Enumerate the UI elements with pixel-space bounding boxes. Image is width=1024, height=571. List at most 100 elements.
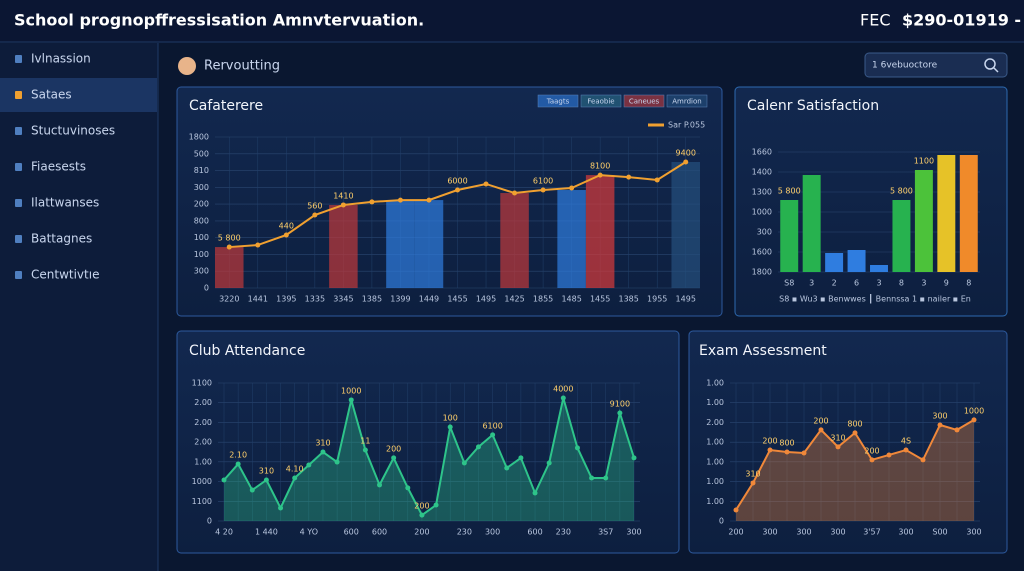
- point: [283, 232, 289, 238]
- point: [397, 197, 403, 203]
- legend-label: Caneues: [629, 98, 660, 106]
- point: [971, 417, 977, 423]
- point: [733, 507, 739, 513]
- menu-item[interactable]: Sataes: [31, 88, 72, 102]
- x-tick-label: 300: [485, 528, 500, 537]
- bar: [825, 253, 844, 272]
- annotation: 11: [360, 437, 370, 446]
- x-tick-label: 4 20: [215, 528, 233, 537]
- y-tick-label: 100: [194, 250, 209, 259]
- point: [560, 395, 566, 401]
- annotation: 200: [762, 437, 777, 446]
- x-tick-label: 300: [762, 528, 777, 537]
- annotation: 440: [279, 221, 294, 230]
- annotation: 800: [779, 439, 794, 448]
- x-tick-label: 3'57: [863, 528, 880, 537]
- point: [292, 475, 298, 481]
- point: [767, 447, 773, 453]
- bar: [557, 190, 586, 288]
- menu-item[interactable]: Battagnes: [31, 232, 92, 246]
- x-tick-label: 300: [830, 528, 845, 537]
- legend-label: Sar P.055: [668, 121, 705, 130]
- chart-title: Club Attendance: [189, 343, 305, 359]
- annotation: 310: [259, 466, 274, 475]
- area: [224, 397, 634, 521]
- annotation: 560: [307, 202, 322, 211]
- y-tick-label: 100: [194, 233, 209, 242]
- annotation: 9400: [676, 148, 696, 157]
- y-tick-label: 1800: [189, 133, 209, 142]
- menu-item[interactable]: Ivlnassion: [31, 52, 91, 66]
- x-tick-label: 600: [372, 528, 387, 537]
- point: [348, 397, 354, 403]
- menu-icon: [15, 91, 22, 99]
- point: [937, 422, 943, 428]
- point: [631, 455, 637, 461]
- bar: [329, 204, 358, 288]
- menu-item[interactable]: Fiaesests: [31, 160, 86, 174]
- point: [405, 485, 411, 491]
- x-tick-label: 200: [414, 528, 429, 537]
- y-tick-label: 800: [194, 216, 209, 225]
- search-box[interactable]: [864, 52, 1008, 78]
- area: [736, 419, 974, 521]
- point: [869, 457, 875, 463]
- bar: [847, 250, 866, 272]
- bar: [937, 155, 956, 272]
- x-tick-label: 3: [921, 279, 926, 288]
- x-tick-label: 1335: [305, 295, 325, 304]
- avatar[interactable]: [178, 57, 196, 75]
- x-tick-label: 3: [809, 279, 814, 288]
- y-tick-label: 1100: [192, 497, 212, 506]
- annotation: 6000: [447, 177, 467, 186]
- x-tick-label: 6: [854, 279, 859, 288]
- x-tick-label: 1855: [533, 295, 553, 304]
- chart-title: Calenr Satisfaction: [747, 98, 879, 114]
- y-tick-label: 200: [194, 200, 209, 209]
- point: [954, 427, 960, 433]
- bar: [870, 265, 888, 272]
- legend-chip: [666, 94, 708, 108]
- menu-icon: [15, 127, 22, 135]
- menu-item[interactable]: Stuctuvinoses: [31, 124, 115, 138]
- y-tick-label: 1300: [752, 188, 772, 197]
- x-tick-label: 1485: [561, 295, 581, 304]
- y-tick-label: 1.00: [706, 379, 724, 388]
- menu-item[interactable]: Ilattwanses: [31, 196, 99, 210]
- panel: [176, 86, 723, 317]
- x-tick-label: 230: [556, 528, 571, 537]
- annotation: 100: [443, 413, 458, 422]
- point: [518, 455, 524, 461]
- annotation: 5 800: [890, 187, 913, 196]
- x-tick-label: 3220: [219, 295, 239, 304]
- menu-icon: [15, 235, 22, 243]
- x-tick-label: 1399: [390, 295, 410, 304]
- line: [223, 397, 635, 517]
- annotation: 310: [745, 469, 760, 478]
- header-bar: [0, 0, 1024, 42]
- menu-active: [0, 78, 157, 112]
- point: [852, 430, 858, 436]
- y-tick-label: 2.00: [706, 418, 724, 427]
- chart-title: Exam Assessment: [699, 343, 827, 359]
- y-tick-label: 1.00: [706, 477, 724, 486]
- search-icon[interactable]: [984, 58, 996, 70]
- point: [512, 190, 518, 196]
- point: [818, 427, 824, 433]
- point: [447, 424, 453, 430]
- point: [334, 459, 340, 465]
- legend-chip: [537, 94, 579, 108]
- point: [369, 199, 375, 205]
- menu-item[interactable]: Centwtivtıe: [31, 268, 99, 282]
- point: [255, 242, 261, 248]
- annotation: 6100: [533, 177, 553, 186]
- point: [475, 444, 481, 450]
- x-tick-label: 230: [457, 528, 472, 537]
- annotation: 4S: [901, 437, 911, 446]
- y-tick-label: 1000: [192, 477, 212, 486]
- x-tick-label: 200: [728, 528, 743, 537]
- bar: [802, 175, 821, 272]
- x-tick-label: S00: [932, 528, 947, 537]
- point: [801, 450, 807, 456]
- annotation: 200: [864, 446, 879, 455]
